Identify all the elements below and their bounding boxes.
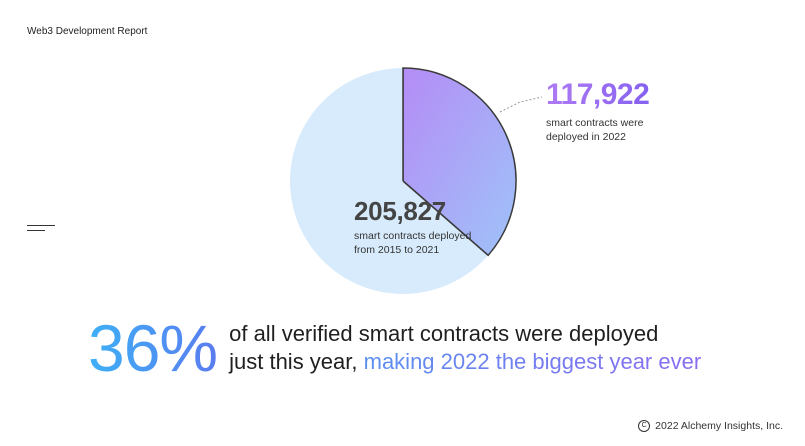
slice-caption-2022: smart contracts were deployed in 2022 — [546, 117, 644, 143]
callout-2022: 117,922 smart contracts were deployed in… — [546, 78, 666, 144]
decorative-line-short — [27, 230, 45, 231]
copyright-text: 2022 Alchemy Insights, Inc. — [655, 420, 783, 432]
decorative-lines — [27, 225, 57, 235]
headline-line-1: of all verified smart contracts were dep… — [229, 321, 659, 346]
slice-label-2022: 117,922 — [546, 78, 666, 112]
headline: 36% of all verified smart contracts were… — [88, 315, 701, 381]
headline-line-2-plain: just this year, — [229, 349, 364, 374]
decorative-line-long — [27, 225, 55, 226]
headline-text: of all verified smart contracts were dep… — [229, 320, 701, 376]
slice-caption-2015-2021: smart contracts deployed from 2015 to 20… — [354, 230, 472, 256]
headline-percent: 36% — [88, 311, 218, 385]
report-title: Web3 Development Report — [27, 26, 148, 37]
pie-slice-0 — [402, 67, 517, 257]
callout-2015-2021: 205,827 smart contracts deployed from 20… — [354, 196, 484, 257]
copyright: C 2022 Alchemy Insights, Inc. — [638, 420, 783, 432]
copyright-icon: C — [638, 420, 651, 432]
headline-line-2-accent: making 2022 the biggest year ever — [363, 349, 702, 374]
callout-leader-line — [499, 96, 543, 113]
pie-divider — [402, 180, 489, 256]
pie-slice-1 — [290, 68, 489, 294]
slice-label-2015-2021: 205,827 — [354, 196, 446, 226]
headline-line-2: just this year, making 2022 the biggest … — [229, 348, 701, 376]
